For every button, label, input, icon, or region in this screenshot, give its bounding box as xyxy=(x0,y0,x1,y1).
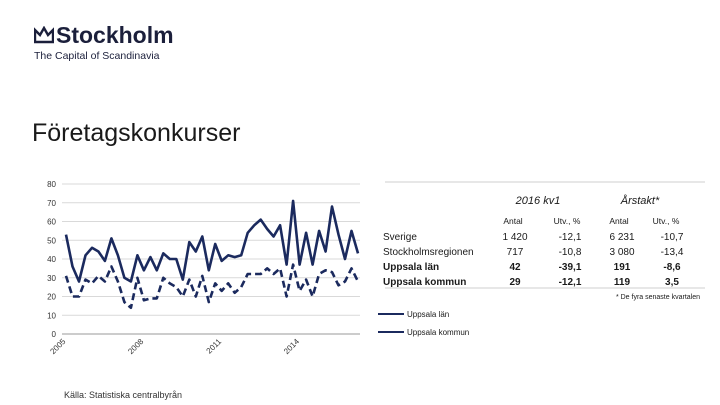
table-panel xyxy=(375,188,715,338)
legend-label-uppsala-kommun: Uppsala kommun xyxy=(407,328,469,337)
col-header-utv-2: Utv., % xyxy=(653,216,680,226)
table-rows: Sverige 1 420 -12,1 6 231 -10,7 Stockholmsreg… xyxy=(383,232,684,288)
y-tick-label: 20 xyxy=(47,293,56,302)
table-trailing-header: Årstakt* xyxy=(620,194,660,207)
y-axis-ticks: 0 10 20 30 40 50 60 70 80 xyxy=(47,180,56,339)
table-row-label: Uppsala kommun xyxy=(383,277,466,288)
brand-tagline: The Capital of Scandinavia xyxy=(34,50,160,62)
table-cell: -12,1 xyxy=(559,277,582,288)
x-tick-label: 2014 xyxy=(282,337,301,356)
legend-label-uppsala-lan: Uppsala län xyxy=(407,310,449,319)
col-header-antal-1: Antal xyxy=(503,216,522,226)
x-tick-label: 2008 xyxy=(126,337,145,356)
table-cell: -12,1 xyxy=(559,232,582,243)
y-tick-label: 10 xyxy=(47,311,56,320)
source-note: Källa: Statistiska centralbyrån xyxy=(64,390,183,400)
x-tick-label: 2011 xyxy=(205,337,224,356)
table-cell: 6 231 xyxy=(609,232,634,243)
table-cell: 1 420 xyxy=(502,232,527,243)
series-line-uppsala-kommun xyxy=(64,263,360,310)
y-tick-label: 80 xyxy=(47,180,56,189)
chart-lines xyxy=(64,199,360,310)
table-cell: -8,6 xyxy=(663,262,681,273)
table-cell: 3,5 xyxy=(665,277,679,288)
table-cell: -10,7 xyxy=(661,232,684,243)
col-header-antal-2: Antal xyxy=(609,216,628,226)
table-row-label: Uppsala län xyxy=(383,262,439,273)
table-cell: 29 xyxy=(509,277,521,288)
page-title: Företagskonkurser xyxy=(32,119,241,147)
table-cell: -39,1 xyxy=(559,262,582,273)
table-cell: 42 xyxy=(509,262,521,273)
x-axis-ticks: 2005 2008 2011 2014 xyxy=(48,337,301,356)
y-tick-label: 30 xyxy=(47,274,56,283)
series-line-uppsala-lan xyxy=(64,199,360,283)
table-cell: 3 080 xyxy=(609,247,634,258)
table-cell: 119 xyxy=(614,277,631,288)
x-tick-label: 2005 xyxy=(48,337,67,356)
y-tick-label: 0 xyxy=(52,330,57,339)
crown-icon xyxy=(34,26,54,44)
col-header-utv-1: Utv., % xyxy=(554,216,581,226)
y-tick-label: 50 xyxy=(47,236,56,245)
y-tick-label: 60 xyxy=(47,218,56,227)
table-cell: -13,4 xyxy=(661,247,684,258)
table-cell: -10,8 xyxy=(559,247,582,258)
table-footnote: * De fyra senaste kvartalen xyxy=(616,294,700,301)
y-tick-label: 70 xyxy=(47,199,56,208)
table-period: 2016 kv1 xyxy=(515,195,561,207)
legend: Uppsala län Uppsala kommun xyxy=(378,310,469,337)
table-row-label: Stockholmsregionen xyxy=(383,247,474,258)
brand-name: Stockholm xyxy=(56,22,174,48)
table-row-label: Sverige xyxy=(383,232,417,243)
table-cell: 717 xyxy=(507,247,524,258)
table-cell: 191 xyxy=(614,262,631,273)
y-tick-label: 40 xyxy=(47,255,56,264)
